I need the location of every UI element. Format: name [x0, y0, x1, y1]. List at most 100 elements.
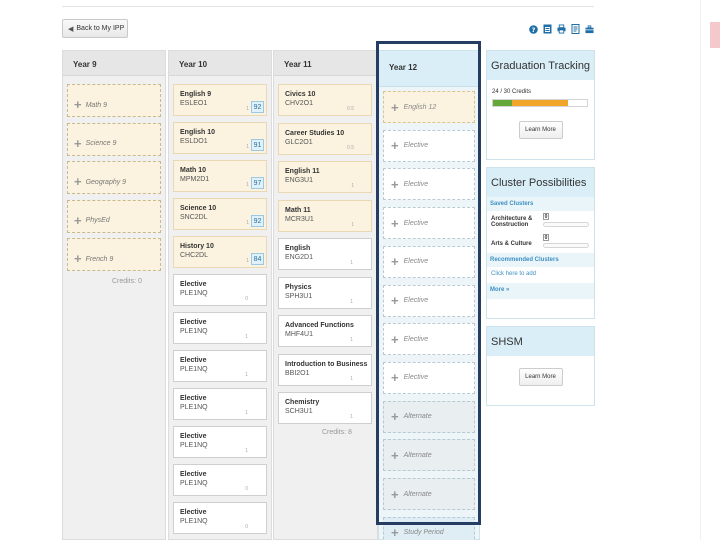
slot-label: French 9 — [85, 255, 114, 263]
add-cluster-link[interactable]: Click here to add — [491, 271, 537, 277]
course-card[interactable]: Advanced Functions MHF4U1 1 — [278, 315, 372, 347]
grade-badge: 92 — [251, 215, 264, 227]
plus-icon: + — [74, 251, 82, 266]
cluster-progress-bar — [543, 222, 589, 227]
calendar-icon[interactable] — [543, 24, 552, 34]
year-9-header: Year 9 — [63, 51, 165, 76]
course-credit: 1 — [350, 375, 353, 382]
grade-badge: 92 — [251, 101, 264, 113]
elective-slot[interactable]: + Elective — [383, 245, 475, 278]
course-name: Career Studies 10 — [285, 129, 345, 137]
graduation-progress-bar — [492, 99, 588, 107]
empty-course-slot[interactable]: + Geography 9 — [67, 161, 161, 194]
cluster-possibilities-panel: Cluster Possibilities Saved Clusters Arc… — [486, 167, 595, 319]
course-card[interactable]: English ENG2D1 1 — [278, 238, 372, 270]
course-code: PLE1NQ — [180, 404, 208, 411]
shsm-title: SHSM — [487, 327, 594, 356]
svg-text:?: ? — [532, 25, 536, 33]
back-to-ipp-button[interactable]: ◀ Back to My IPP — [62, 19, 128, 38]
plus-icon: + — [391, 215, 399, 231]
course-card[interactable]: Math 10 MPM2D1 1 97 — [173, 160, 267, 192]
course-code: SPH3U1 — [285, 292, 313, 300]
report-icon[interactable] — [571, 24, 580, 34]
course-card[interactable]: History 10 CHC2DL 1 84 — [173, 236, 267, 268]
plus-icon: + — [391, 138, 399, 154]
course-name: Elective — [180, 471, 207, 478]
course-card[interactable]: Physics SPH3U1 1 — [278, 276, 372, 309]
course-card[interactable]: Career Studies 10 GLC2O1 0.5 — [278, 122, 372, 155]
course-card[interactable]: Introduction to Business BBI2O1 1 — [278, 353, 372, 386]
course-card[interactable]: Chemistry SCH3U1 1 — [278, 392, 372, 424]
course-card[interactable]: Elective PLE1NQ 1 — [173, 388, 267, 420]
graduation-credits-text: 24 / 30 Credits — [492, 89, 532, 95]
shsm-learn-more-button[interactable]: Learn More — [518, 368, 563, 386]
course-code: PLE1NQ — [180, 290, 208, 297]
elective-slot[interactable]: + English 12 — [383, 91, 475, 123]
course-card[interactable]: English 10 ESLDO1 1 91 — [173, 122, 267, 154]
course-name: Chemistry — [285, 399, 320, 406]
graduation-tracking-panel: Graduation Tracking 24 / 30 Credits Lear… — [486, 50, 595, 160]
course-card[interactable]: Math 11 MCR3U1 1 — [278, 199, 372, 232]
elective-slot[interactable]: + Elective — [383, 207, 475, 240]
plus-icon: + — [391, 370, 399, 386]
course-credit: 0.5 — [347, 144, 354, 151]
back-button-label: Back to My IPP — [76, 25, 125, 32]
slot-label: Elective — [403, 297, 429, 304]
course-card[interactable]: Elective PLE1NQ 1 — [173, 426, 267, 458]
empty-course-slot[interactable]: + French 9 — [67, 238, 161, 271]
study-period-slot[interactable]: + Study Period — [383, 516, 475, 540]
course-name: Math 11 — [285, 206, 311, 214]
alternate-slot[interactable]: + Alternate — [383, 400, 475, 433]
plus-icon: + — [74, 135, 82, 151]
briefcase-icon[interactable] — [585, 24, 594, 34]
year-9-column: Year 9 + Math 9 + Science 9 + Geography 9 + Phy… — [62, 50, 166, 540]
course-code: ESLEO1 — [180, 100, 208, 107]
slot-label: Elective — [403, 258, 429, 266]
course-card[interactable]: Elective PLE1NQ 1 — [173, 312, 267, 344]
saved-cluster-item[interactable]: Architecture & Construction 0 — [487, 211, 594, 232]
empty-course-slot[interactable]: + PhysEd — [67, 199, 161, 233]
course-card[interactable]: Science 10 SNC2DL 1 92 — [173, 198, 267, 230]
course-name: Elective — [180, 433, 207, 440]
saved-cluster-item[interactable]: Arts & Culture 0 — [487, 232, 594, 253]
course-code: SNC2DL — [180, 214, 208, 221]
elective-slot[interactable]: + Elective — [383, 129, 475, 162]
elective-slot[interactable]: + Elective — [383, 323, 475, 356]
empty-course-slot[interactable]: + Math 9 — [67, 84, 161, 117]
course-card[interactable]: English 9 ESLEO1 1 92 — [173, 84, 267, 116]
plus-icon: + — [74, 174, 82, 189]
alternate-slot[interactable]: + Alternate — [383, 478, 475, 510]
alternate-slot[interactable]: + Alternate — [383, 439, 475, 472]
course-card[interactable]: Civics 10 CHV2O1 0.5 — [278, 84, 372, 116]
plus-icon: + — [391, 254, 399, 270]
course-credit: 1 — [350, 260, 353, 266]
course-card[interactable]: English 11 ENG3U1 1 — [278, 161, 372, 193]
course-credit: 1 — [246, 182, 249, 188]
elective-slot[interactable]: + Elective — [383, 168, 475, 201]
year-11-header: Year 11 — [274, 51, 377, 76]
course-credit: 1 — [350, 337, 353, 343]
plus-icon: + — [391, 331, 399, 347]
slot-label: Elective — [403, 180, 429, 188]
print-icon[interactable] — [557, 24, 566, 34]
course-card[interactable]: Elective PLE1NQ 0 — [173, 274, 267, 306]
empty-course-slot[interactable]: + Science 9 — [67, 122, 161, 156]
course-card[interactable]: Elective PLE1NQ 1 — [173, 350, 267, 382]
course-credit: 1 — [351, 221, 354, 228]
top-divider — [62, 6, 594, 7]
help-icon[interactable]: ? — [529, 24, 538, 34]
course-credit: 0 — [245, 296, 248, 302]
plus-icon: + — [391, 486, 399, 502]
graduation-learn-more-button[interactable]: Learn More — [518, 121, 563, 139]
course-card[interactable]: Elective PLE1NQ 0 — [173, 502, 267, 534]
course-card[interactable]: Elective PLE1NQ 0 — [173, 464, 267, 496]
toolbar: ? — [529, 24, 594, 34]
course-credit: 1 — [246, 258, 249, 264]
elective-slot[interactable]: + Elective — [383, 361, 475, 394]
course-credit: 1 — [245, 448, 248, 454]
course-name: Advanced Functions — [285, 322, 354, 329]
course-credit: 0 — [245, 524, 248, 530]
more-clusters-link[interactable]: More » — [487, 283, 594, 299]
course-code: PLE1NQ — [180, 328, 208, 335]
elective-slot[interactable]: + Elective — [383, 284, 475, 317]
